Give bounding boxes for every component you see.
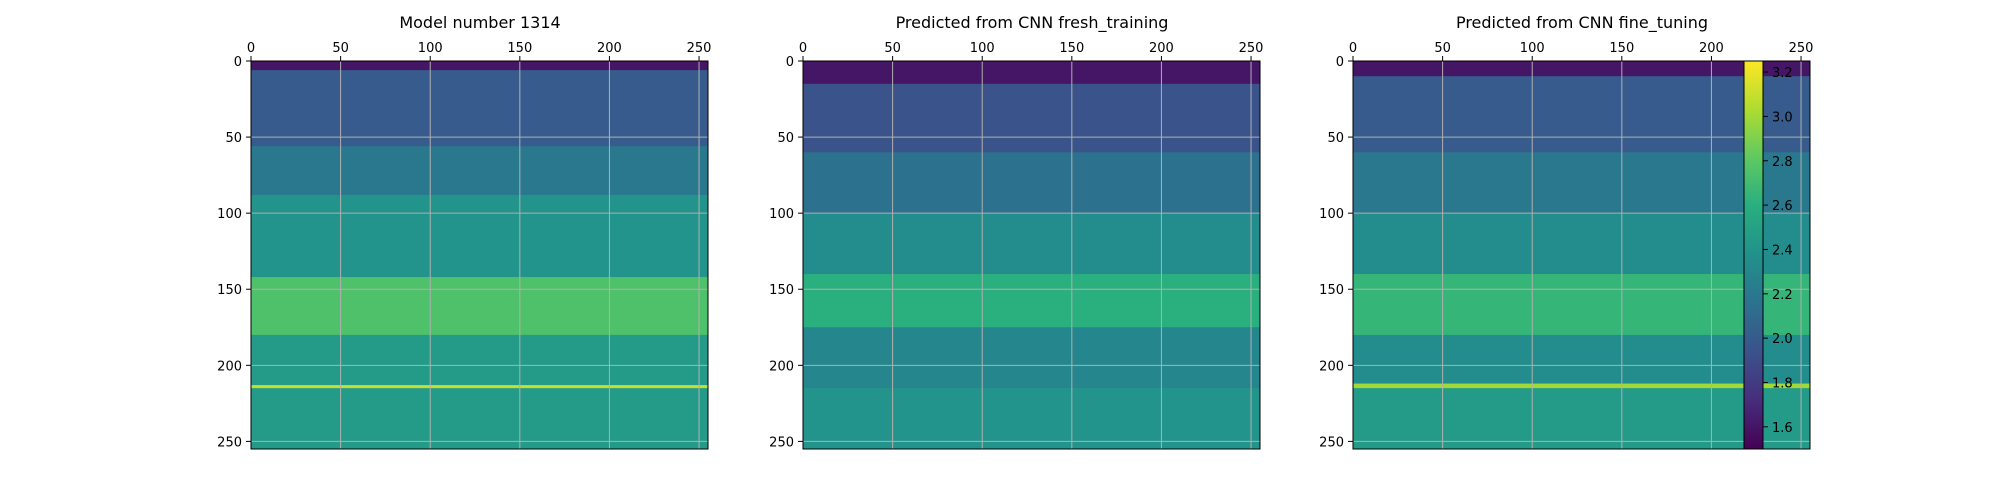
x-tick-label: 200 (1699, 41, 1724, 56)
x-tick-label: 200 (1149, 41, 1174, 56)
colorbar-tick-label: 3.2 (1772, 66, 1793, 81)
x-tick-label: 50 (1434, 41, 1451, 56)
heatmap-layer (1353, 274, 1810, 336)
chart-title: Predicted from CNN fresh_training (896, 13, 1169, 33)
plot-frame (250, 60, 709, 450)
x-tick-label: 100 (1520, 41, 1545, 56)
y-tick-label: 150 (1319, 283, 1344, 298)
x-tick-label: 100 (970, 41, 995, 56)
x-axis-ticks: 0 50 100 150 200 250 (799, 41, 1264, 61)
x-tick-label: 0 (247, 41, 255, 56)
y-tick-label: 150 (217, 283, 242, 298)
colorbar-ticks: 1.6 1.8 2.0 2.2 2.4 2.6 2.8 3.0 3.2 (1763, 66, 1793, 436)
y-axis-ticks: 0 50 100 150 200 250 (769, 55, 803, 450)
y-tick-label: 200 (769, 359, 794, 374)
y-tick-label: 250 (1319, 435, 1344, 450)
heatmap-layer (1353, 388, 1810, 450)
heatmap-layer (803, 61, 1260, 85)
heatmap-layer (803, 388, 1260, 450)
y-axis-ticks: 0 50 100 150 200 250 (1319, 55, 1353, 450)
x-tick-label: 150 (1059, 41, 1084, 56)
heatmap-layer (251, 70, 708, 147)
plot-frame (802, 60, 1261, 450)
heatmap-image (803, 61, 1260, 450)
colorbar-tick-label: 1.8 (1772, 376, 1793, 391)
heatmap-layer (1353, 213, 1810, 275)
panel-cnn-fresh-training: Predicted from CNN fresh_training 0 50 100… (769, 13, 1263, 450)
heatmap-layer (803, 152, 1260, 214)
chart-title: Predicted from CNN fine_tuning (1456, 13, 1708, 33)
heatmap-layer (803, 274, 1260, 328)
x-tick-label: 50 (332, 41, 349, 56)
y-axis-ticks: 0 50 100 150 200 250 (217, 55, 251, 450)
y-tick-label: 150 (769, 283, 794, 298)
heatmap-layer (803, 213, 1260, 275)
y-tick-label: 0 (234, 55, 242, 70)
heatmap-layer (1353, 76, 1810, 153)
heatmap-layer (1353, 383, 1810, 389)
y-tick-label: 250 (217, 435, 242, 450)
x-axis-ticks: 0 50 100 150 200 250 (247, 41, 712, 61)
heatmap-layer (251, 334, 708, 386)
colorbar-tick-label: 1.6 (1772, 421, 1793, 436)
x-tick-label: 50 (884, 41, 901, 56)
x-tick-label: 250 (1789, 41, 1814, 56)
heatmap-layer (803, 83, 1260, 153)
colorbar-tick-label: 2.4 (1772, 243, 1793, 258)
y-tick-label: 50 (225, 131, 242, 146)
heatmap-layer (251, 385, 708, 389)
colorbar-tick-label: 2.0 (1772, 332, 1793, 347)
x-tick-label: 150 (507, 41, 532, 56)
heatmap-layer (1353, 61, 1810, 77)
heatmap-layer (251, 277, 708, 336)
colorbar-gradient (1743, 60, 1764, 450)
y-tick-label: 0 (786, 55, 794, 70)
colorbar: 1.6 1.8 2.0 2.2 2.4 2.6 2.8 3.0 3.2 (1743, 60, 1793, 450)
x-tick-label: 250 (1239, 41, 1264, 56)
heatmap-layer (251, 146, 708, 196)
chart-title: Model number 1314 (399, 13, 560, 32)
heatmap-layer (251, 194, 708, 278)
x-tick-label: 100 (418, 41, 443, 56)
y-tick-label: 100 (217, 207, 242, 222)
x-tick-label: 0 (799, 41, 807, 56)
heatmap-image (1353, 61, 1810, 450)
heatmap-layer (1353, 334, 1810, 385)
y-tick-label: 50 (777, 131, 794, 146)
heatmap-layer (251, 61, 708, 71)
x-tick-label: 200 (597, 41, 622, 56)
heatmap-layer (803, 327, 1260, 389)
y-tick-label: 250 (769, 435, 794, 450)
heatmap-layer (1353, 152, 1810, 214)
y-tick-label: 200 (217, 359, 242, 374)
x-tick-label: 150 (1609, 41, 1634, 56)
plot-frame (1352, 60, 1811, 450)
colorbar-tick-label: 2.8 (1772, 155, 1793, 170)
heatmap-layer (251, 388, 708, 450)
colorbar-tick-label: 2.2 (1772, 288, 1793, 303)
y-tick-label: 0 (1336, 55, 1344, 70)
y-tick-label: 50 (1327, 131, 1344, 146)
colorbar-tick-label: 2.6 (1772, 199, 1793, 214)
y-tick-label: 100 (1319, 207, 1344, 222)
colorbar-tick-label: 3.0 (1772, 110, 1793, 125)
panel-model-1314: Model number 1314 0 50 100 150 200 250 0 50 100… (217, 13, 711, 450)
heatmap-image (251, 61, 708, 450)
y-tick-label: 200 (1319, 359, 1344, 374)
panel-cnn-fine-tuning: Predicted from CNN fine_tuning 0 50 100 150… (1319, 13, 1813, 450)
x-axis-ticks: 0 50 100 150 200 250 (1349, 41, 1814, 61)
x-tick-label: 250 (687, 41, 712, 56)
y-tick-label: 100 (769, 207, 794, 222)
x-tick-label: 0 (1349, 41, 1357, 56)
